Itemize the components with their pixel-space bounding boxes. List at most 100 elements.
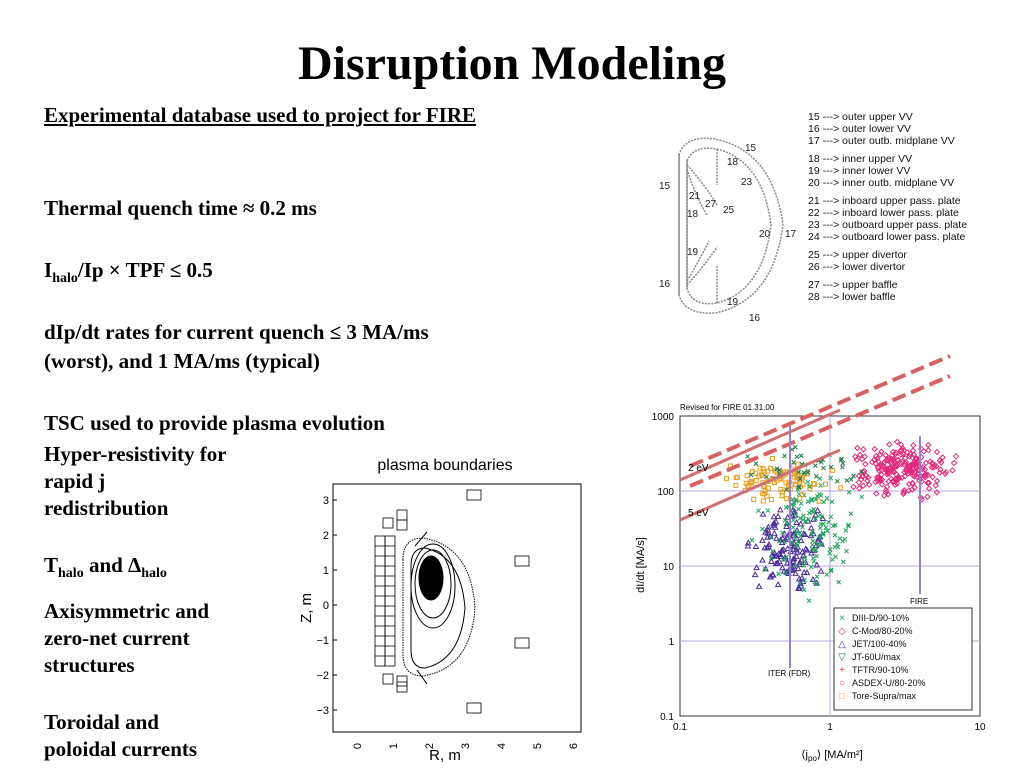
chart-point xyxy=(805,499,811,504)
chart-point xyxy=(810,538,816,544)
vessel-legend-item: 20 ---> inner outb. midplane VV xyxy=(808,177,955,189)
vessel-legend-item: 25 ---> upper divertor xyxy=(808,249,907,261)
chart-point xyxy=(805,470,811,476)
chart-point xyxy=(941,470,949,477)
plasma-boundaries-plot: plasma boundaries 0 1 2 3 4 5 6 3 2 1 0 −1 −2 −3 R, m… xyxy=(298,457,582,764)
chart-point xyxy=(784,554,789,560)
plasma-contours xyxy=(402,531,476,685)
chart-point xyxy=(809,575,817,582)
plasma-xtick: 2 xyxy=(424,743,436,749)
chart-point xyxy=(759,536,766,543)
chart-point xyxy=(772,518,780,525)
chart-point xyxy=(797,515,803,521)
vessel-legend-item: 22 ---> inboard lower pass. plate xyxy=(808,207,959,219)
chart-point xyxy=(897,441,905,448)
chart-point xyxy=(816,498,822,504)
chart-point xyxy=(894,456,902,464)
dip-line-1: dIp/dt rates for current quench ≤ 3 MA/m… xyxy=(44,320,429,344)
chart-point xyxy=(794,565,802,572)
chart-point xyxy=(783,559,791,566)
chart-point xyxy=(855,479,863,486)
chart-point xyxy=(776,571,782,577)
chart-point xyxy=(794,541,799,546)
chart-point xyxy=(807,532,815,539)
chart-point xyxy=(753,564,760,571)
chart-point xyxy=(799,491,805,497)
chart-point xyxy=(796,506,801,512)
chart-point xyxy=(777,467,782,473)
chart-point xyxy=(939,454,946,461)
vessel-label-19a: 19 xyxy=(687,247,699,258)
database-heading: Experimental database used to project fo… xyxy=(44,103,477,127)
chart-point xyxy=(846,523,851,529)
chart-point xyxy=(796,560,803,567)
vessel-label-23: 23 xyxy=(741,177,753,188)
chart-point xyxy=(827,546,833,552)
label-2ev: 2 eV xyxy=(688,463,709,474)
chart-ytick: 1000 xyxy=(652,412,675,423)
chart-point xyxy=(753,478,759,484)
chart-point xyxy=(901,454,909,462)
chart-point xyxy=(922,459,930,467)
vessel-label-17: 17 xyxy=(785,229,797,240)
chart-point xyxy=(878,481,886,488)
plasma-plot-ylabel: Z, m xyxy=(298,593,315,623)
dip-line-2: (worst), and 1 MA/ms (typical) xyxy=(44,349,320,373)
chart-point xyxy=(790,517,796,523)
chart-point xyxy=(818,459,824,465)
chart-point xyxy=(872,478,879,486)
chart-point xyxy=(796,485,801,491)
toro-line-1: Toroidal and xyxy=(44,710,159,734)
chart-point xyxy=(798,501,804,506)
chart-point xyxy=(784,487,789,492)
chart-point xyxy=(764,474,769,480)
chart-point xyxy=(884,491,892,498)
chart-point xyxy=(926,458,934,465)
thalo-text: Thalo and Δhalo xyxy=(44,551,167,588)
chart-point xyxy=(784,545,791,552)
chart-point xyxy=(929,459,936,467)
chart-point xyxy=(839,464,845,470)
plasma-plot-frame xyxy=(332,483,582,733)
chart-point xyxy=(824,572,830,577)
chart-point xyxy=(749,537,755,543)
legend-label: C-Mod/80-20% xyxy=(852,626,913,636)
chart-point xyxy=(768,465,774,471)
chart-point xyxy=(790,554,798,561)
chart-point xyxy=(756,508,761,514)
chart-point xyxy=(774,466,780,472)
chart-point xyxy=(782,517,788,523)
chart-point xyxy=(856,451,864,459)
chart-point xyxy=(813,561,821,568)
chart-point xyxy=(797,537,805,544)
vessel-label-21: 21 xyxy=(689,191,701,202)
chart-point xyxy=(748,479,754,485)
chart-point xyxy=(809,496,814,502)
chart-point xyxy=(760,526,765,532)
chart-point xyxy=(800,530,808,537)
chart-point xyxy=(898,474,906,481)
chart-point xyxy=(930,463,938,471)
chart-point xyxy=(892,451,899,458)
chart-point xyxy=(872,460,880,467)
chart-point xyxy=(921,472,928,480)
axi-line-3: structures xyxy=(44,653,135,677)
chart-point xyxy=(874,455,881,462)
chart-point xyxy=(768,555,774,561)
chart-point xyxy=(856,485,863,492)
chart-point xyxy=(886,441,893,448)
plasma-ytick: 3 xyxy=(323,495,329,507)
chart-point xyxy=(783,505,789,510)
chart-point xyxy=(893,471,900,478)
chart-point xyxy=(905,467,913,474)
legend-symbol: × xyxy=(839,613,845,624)
chart-point xyxy=(891,481,899,488)
chart-point xyxy=(744,542,752,549)
chart-point xyxy=(780,530,785,536)
vessel-label-20: 20 xyxy=(759,229,771,240)
chart-point xyxy=(912,463,920,470)
chart-point xyxy=(864,477,871,485)
chart-point xyxy=(800,552,807,559)
chart-point xyxy=(797,530,803,536)
vessel-legend: 15 ---> outer upper VV 16 ---> outer lowe… xyxy=(808,111,967,303)
